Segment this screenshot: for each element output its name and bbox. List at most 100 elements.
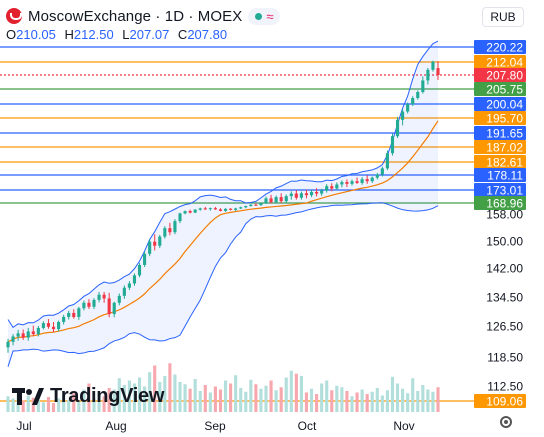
- candle-body: [421, 80, 425, 93]
- price-axis-label: 195.70: [486, 112, 523, 126]
- volume-bar: [87, 383, 91, 412]
- volume-bar: [163, 376, 167, 412]
- price-axis-label: 168.96: [486, 197, 523, 211]
- candle-body: [269, 198, 273, 203]
- candle-body: [370, 177, 374, 182]
- price-axis-label: 150.00: [486, 235, 523, 249]
- volume-bar: [62, 395, 66, 412]
- candle-body: [153, 241, 157, 246]
- candle-body: [51, 326, 56, 330]
- candle-body: [203, 208, 207, 210]
- candle-body: [294, 193, 298, 198]
- volume-bar: [406, 393, 410, 412]
- candle-body: [31, 331, 35, 335]
- candle-body: [178, 213, 182, 222]
- volume-bar: [31, 397, 35, 412]
- candle-body: [431, 61, 435, 70]
- candle-body: [380, 168, 384, 175]
- tradingview-logo-icon: [12, 387, 44, 405]
- volume-bar: [239, 388, 243, 412]
- price-axis-label: 112.50: [487, 380, 523, 394]
- volume-bar: [41, 402, 45, 412]
- price-axis-label: 182.61: [486, 156, 523, 170]
- candle-body: [163, 228, 167, 237]
- volume-bar: [330, 390, 334, 412]
- candle-body: [11, 336, 15, 342]
- volume-bar: [390, 376, 395, 412]
- candle-body: [365, 179, 369, 182]
- candle-body: [436, 68, 440, 75]
- volume-bar: [148, 372, 152, 412]
- candle-body: [345, 182, 349, 184]
- candle-body: [355, 181, 359, 183]
- bollinger-bands: [7, 40, 439, 367]
- volume-bar: [426, 389, 430, 412]
- moex-logo-icon: [6, 8, 22, 24]
- candle-body: [254, 204, 258, 206]
- volume-bar: [249, 379, 253, 412]
- wave-icon: ≈: [266, 8, 274, 24]
- candle-body: [36, 327, 40, 335]
- volume-bar: [355, 392, 359, 412]
- candle-body: [158, 236, 162, 246]
- volume-bar: [284, 377, 288, 412]
- band-fill: [8, 41, 438, 367]
- candle-body: [395, 119, 400, 137]
- candle-body: [406, 104, 410, 112]
- time-axis-label: Oct: [298, 419, 317, 433]
- candle-body: [77, 308, 81, 317]
- candle-body: [411, 98, 415, 105]
- candle-body: [213, 208, 217, 210]
- price-label-box: [474, 126, 526, 140]
- candle-body: [107, 298, 111, 315]
- price-axis-label: 142.00: [486, 262, 523, 276]
- candle-body: [26, 331, 30, 338]
- volume-bar: [46, 397, 51, 412]
- candle-body: [16, 333, 20, 337]
- volume-bar: [309, 388, 314, 412]
- volume-bar: [193, 379, 197, 412]
- volume-bar: [340, 387, 344, 412]
- candle-body: [72, 312, 76, 317]
- volume-bar: [436, 387, 440, 412]
- volume-bar: [279, 387, 283, 412]
- candle-body: [299, 193, 303, 198]
- volume-bar: [229, 383, 233, 412]
- candle-body: [57, 322, 61, 330]
- symbol-title[interactable]: MoscowExchange · 1D · MOEX: [28, 7, 243, 25]
- volume-bar: [259, 388, 263, 412]
- candle-body: [325, 186, 329, 191]
- candle-body: [360, 179, 364, 183]
- candle-body: [309, 191, 314, 196]
- volume-bar: [234, 375, 238, 412]
- candle-body: [87, 302, 91, 307]
- candle-body: [193, 209, 197, 213]
- candle-body: [223, 208, 228, 211]
- candle-body: [330, 186, 334, 189]
- candle-body: [315, 191, 319, 194]
- volume-bar: [153, 365, 157, 412]
- volume-bar: [375, 388, 379, 412]
- volume-bar: [21, 400, 25, 412]
- candle-body: [249, 204, 253, 207]
- settings-gear-icon[interactable]: [500, 416, 512, 428]
- market-open-dot-icon: [255, 12, 263, 20]
- price-axis-label: 200.04: [486, 98, 523, 112]
- candle-body: [385, 153, 389, 169]
- candle-body: [259, 203, 263, 206]
- volume-bar: [188, 388, 192, 412]
- candle-body: [218, 209, 223, 211]
- currency-selector[interactable]: RUB: [482, 7, 524, 27]
- volume-bar: [421, 385, 425, 412]
- price-label-box: [474, 183, 526, 197]
- market-status-pill[interactable]: ≈: [248, 7, 281, 25]
- volume-bar: [360, 389, 364, 412]
- time-axis-label: Sep: [204, 419, 226, 433]
- volume-bar: [203, 385, 207, 412]
- volume-bar: [401, 388, 405, 412]
- volume-bar: [299, 376, 303, 412]
- candle-body: [284, 196, 288, 202]
- volume-bar: [143, 386, 147, 412]
- volume-bar: [173, 374, 177, 412]
